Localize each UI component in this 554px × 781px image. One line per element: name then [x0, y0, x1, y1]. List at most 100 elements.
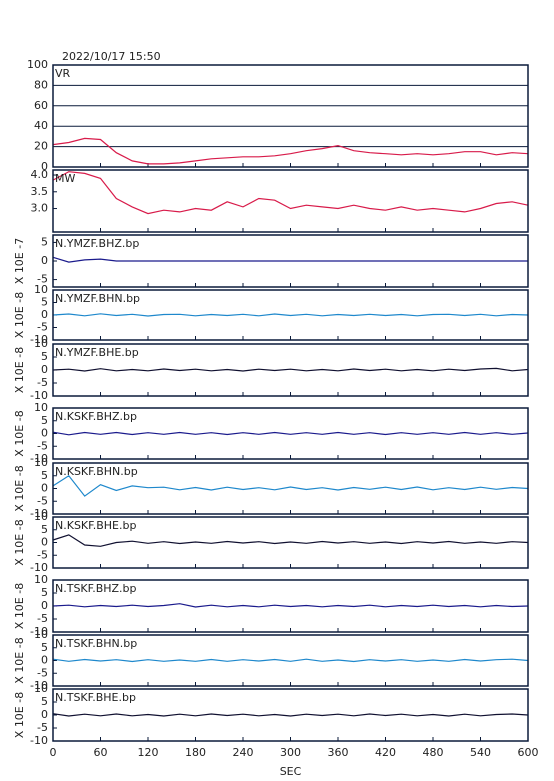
- y-tick-label: -5: [37, 376, 48, 389]
- panel-label: N.YMZF.BHZ.bp: [55, 237, 139, 250]
- panel-label: N.YMZF.BHN.bp: [55, 292, 140, 305]
- y-tick-label: -10: [30, 507, 48, 520]
- y-tick-label: -5: [37, 721, 48, 734]
- panel-label: N.YMZF.BHE.bp: [55, 346, 139, 359]
- y-axis-label: X 10E -8: [13, 583, 26, 629]
- data-line: [52, 431, 529, 436]
- x-axis-label: SEC: [280, 765, 302, 778]
- y-tick-label: -10: [30, 452, 48, 465]
- y-tick-label: 5: [41, 523, 48, 536]
- y-tick-label: 0: [41, 160, 48, 173]
- y-tick-label: -5: [37, 439, 48, 452]
- x-tick-label: 600: [518, 746, 539, 759]
- panel-frame: [52, 516, 529, 569]
- x-tick-label: 60: [94, 746, 108, 759]
- y-tick-label: 60: [34, 99, 48, 112]
- y-tick-label: -10: [30, 561, 48, 574]
- y-tick-label: 10: [34, 510, 48, 523]
- x-tick-label: 120: [138, 746, 159, 759]
- y-tick-label: 10: [34, 682, 48, 695]
- panel-label: N.TSKF.BHZ.bp: [55, 582, 137, 595]
- y-tick-label: 5: [41, 469, 48, 482]
- y-tick-label: -10: [30, 625, 48, 638]
- y-axis-label: X 10E -8: [13, 410, 26, 456]
- y-tick-label: -5: [37, 548, 48, 561]
- y-axis-label: X 10E -8: [13, 519, 26, 565]
- y-tick-label: -10: [30, 389, 48, 402]
- x-tick-label: 300: [280, 746, 301, 759]
- panel-frame: [52, 579, 529, 633]
- chart-title: 2022/10/17 15:50: [62, 50, 161, 63]
- y-tick-label: 5: [41, 641, 48, 654]
- x-tick-label: 540: [470, 746, 491, 759]
- panel-frame: [52, 64, 529, 168]
- panel-label: N.KSKF.BHN.bp: [55, 465, 138, 478]
- y-tick-label: 0: [41, 427, 48, 440]
- y-tick-label: 0: [41, 254, 48, 267]
- y-tick-label: 10: [34, 628, 48, 641]
- panel-frame: [52, 462, 529, 515]
- y-tick-label: -10: [30, 333, 48, 346]
- panel-label: N.TSKF.BHE.bp: [55, 691, 136, 704]
- panel-frame: [52, 169, 529, 233]
- x-tick-label: 420: [375, 746, 396, 759]
- panel-label: MW: [55, 172, 75, 185]
- y-tick-label: 10: [34, 456, 48, 469]
- y-tick-label: 0: [41, 308, 48, 321]
- data-line: [52, 171, 529, 215]
- y-tick-label: -5: [37, 666, 48, 679]
- y-tick-label: 0: [41, 482, 48, 495]
- y-tick-label: 5: [41, 586, 48, 599]
- data-line: [52, 534, 529, 547]
- x-tick-label: 360: [328, 746, 349, 759]
- panel-frame: [52, 407, 529, 460]
- y-tick-label: 80: [34, 78, 48, 91]
- data-line: [52, 367, 529, 372]
- y-tick-label: 40: [34, 119, 48, 132]
- y-tick-label: -5: [37, 321, 48, 334]
- y-tick-label: 0: [41, 536, 48, 549]
- panel-frame: [52, 634, 529, 687]
- y-tick-label: 5: [41, 235, 48, 248]
- y-tick-label: 0: [41, 654, 48, 667]
- y-tick-label: 3.0: [31, 202, 49, 215]
- data-line: [52, 137, 529, 165]
- y-tick-label: 5: [41, 350, 48, 363]
- x-tick-label: 480: [423, 746, 444, 759]
- data-line: [52, 603, 529, 608]
- y-tick-label: 0: [41, 599, 48, 612]
- panel-frame: [52, 343, 529, 397]
- y-tick-label: 5: [41, 296, 48, 309]
- y-tick-label: 5: [41, 695, 48, 708]
- x-tick-label: 0: [50, 746, 57, 759]
- y-tick-label: -5: [37, 494, 48, 507]
- panel-frame: [52, 234, 529, 288]
- panel-frame: [52, 688, 529, 742]
- y-axis-label: X 10E -8: [13, 292, 26, 338]
- data-line: [52, 475, 529, 497]
- y-tick-label: 10: [34, 337, 48, 350]
- panel-label: VR: [55, 67, 71, 80]
- y-tick-label: -10: [30, 734, 48, 747]
- y-tick-label: -10: [30, 679, 48, 692]
- panel-label: N.TSKF.BHN.bp: [55, 637, 137, 650]
- panel-label: N.KSKF.BHZ.bp: [55, 410, 137, 423]
- y-tick-label: 0: [41, 708, 48, 721]
- y-tick-label: 10: [34, 401, 48, 414]
- y-tick-label: 3.5: [31, 185, 49, 198]
- data-line: [52, 313, 529, 317]
- y-tick-label: 100: [27, 58, 48, 71]
- y-tick-label: 20: [34, 140, 48, 153]
- y-tick-label: 10: [34, 283, 48, 296]
- panel-label: N.KSKF.BHE.bp: [55, 519, 136, 532]
- y-axis-label: X 10E -8: [13, 637, 26, 683]
- y-tick-label: 5: [41, 414, 48, 427]
- panel-frame: [52, 289, 529, 341]
- y-axis-label: X 10E -8: [13, 692, 26, 738]
- data-line: [52, 658, 529, 663]
- y-tick-label: -5: [37, 273, 48, 286]
- y-tick-label: 4.0: [31, 168, 49, 181]
- data-line: [52, 713, 529, 717]
